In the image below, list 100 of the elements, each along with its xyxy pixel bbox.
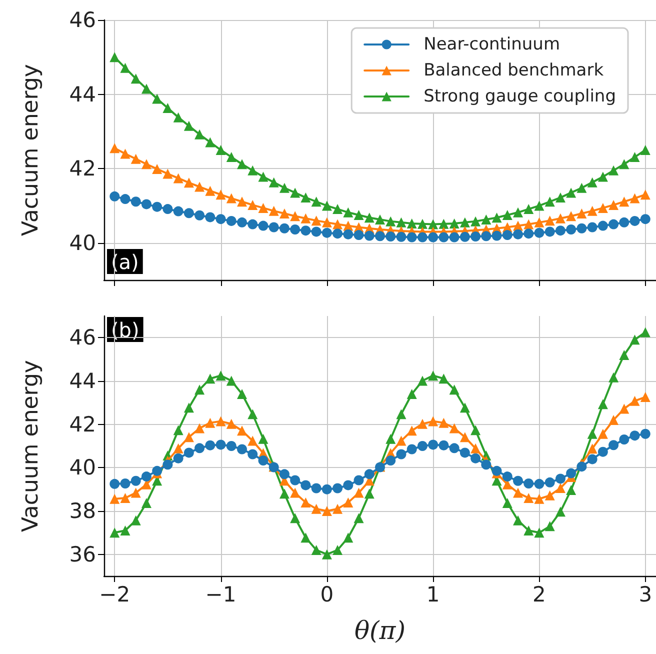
point [608, 200, 619, 210]
point [619, 196, 630, 207]
x-tick-label: −1 [205, 582, 236, 606]
point [216, 440, 226, 450]
point [216, 214, 226, 224]
point [300, 480, 311, 490]
point [141, 498, 152, 508]
point [130, 196, 141, 207]
point [332, 504, 343, 514]
point [152, 164, 162, 174]
point [216, 370, 226, 381]
x-tick-label: 1 [426, 582, 440, 606]
point [194, 423, 205, 434]
y-tick-label: 36 [69, 542, 96, 566]
point [268, 177, 279, 188]
point [460, 402, 470, 413]
point [311, 483, 322, 494]
point [544, 226, 555, 237]
point [258, 434, 268, 444]
point [110, 478, 120, 489]
point [449, 384, 460, 395]
point [619, 434, 630, 444]
point [290, 475, 300, 486]
point [576, 182, 587, 193]
point [587, 428, 598, 439]
point [354, 488, 364, 498]
point [375, 214, 385, 224]
point [534, 478, 544, 489]
point [492, 212, 502, 223]
point [544, 521, 555, 532]
point [110, 52, 120, 62]
point [534, 217, 544, 228]
point [130, 154, 141, 164]
point [205, 137, 216, 148]
point [428, 416, 438, 426]
point [279, 469, 290, 480]
point [258, 202, 268, 213]
point [184, 448, 194, 458]
point [152, 466, 162, 476]
point [364, 488, 374, 499]
point [322, 200, 332, 211]
point [524, 493, 534, 503]
point [566, 224, 576, 234]
point [513, 229, 523, 240]
point [300, 213, 311, 224]
point [630, 334, 640, 345]
point [332, 219, 343, 230]
point [354, 475, 364, 486]
point [279, 488, 290, 499]
point [110, 191, 120, 202]
point [524, 526, 534, 536]
point [513, 515, 523, 526]
point [555, 506, 566, 517]
point [619, 159, 630, 170]
point [449, 218, 460, 229]
point [587, 177, 598, 188]
point [630, 216, 640, 226]
point [343, 532, 354, 543]
point [110, 494, 120, 504]
point [608, 372, 619, 382]
point [502, 210, 512, 220]
point [598, 428, 608, 439]
point [300, 226, 311, 236]
point [205, 186, 216, 196]
point [343, 229, 354, 240]
point [438, 218, 449, 229]
point [598, 220, 608, 231]
point [470, 216, 481, 226]
point [332, 483, 343, 494]
point [608, 440, 619, 450]
point [216, 190, 226, 200]
point [300, 192, 311, 203]
point [566, 211, 576, 222]
point [534, 228, 544, 238]
point [216, 145, 226, 155]
point [194, 384, 205, 395]
point [438, 374, 449, 384]
point [502, 472, 512, 482]
point [141, 199, 152, 210]
point [248, 449, 258, 460]
point [417, 441, 428, 451]
point [438, 418, 449, 428]
point [640, 392, 650, 402]
point [194, 129, 205, 140]
point [343, 480, 354, 490]
point [481, 460, 492, 470]
x-axis-title: θ(π) [354, 616, 406, 645]
point [630, 396, 640, 406]
point [406, 389, 417, 399]
point [417, 218, 428, 229]
point [152, 202, 162, 212]
point [237, 196, 247, 207]
point [152, 94, 162, 104]
point [141, 84, 152, 94]
point [248, 165, 258, 176]
point [226, 216, 236, 226]
point [470, 232, 481, 242]
point [544, 490, 555, 500]
y-tick-label: 44 [69, 369, 96, 393]
point [417, 418, 428, 429]
